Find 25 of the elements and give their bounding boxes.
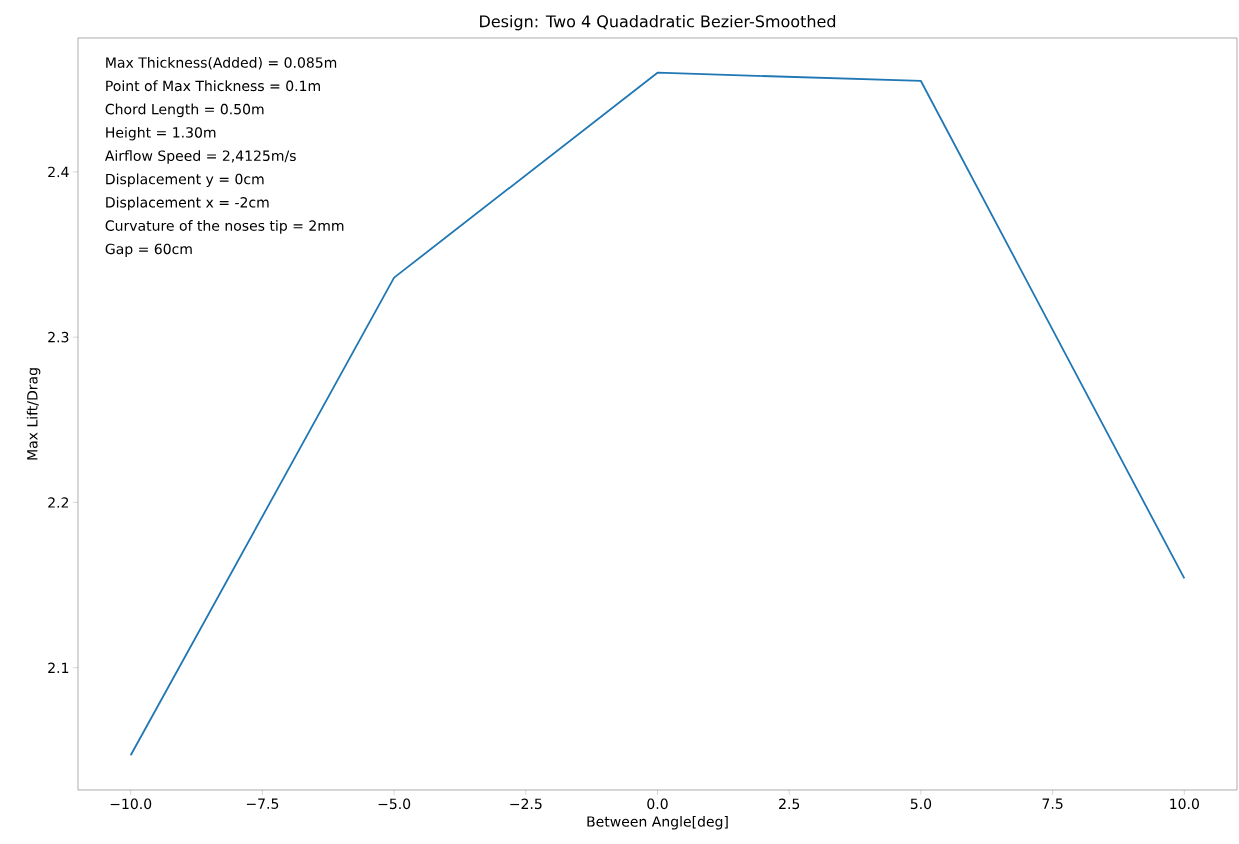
y-axis-title: Max Lift/Drag (26, 368, 41, 460)
annotation: Gap = 60cm (105, 243, 192, 257)
annotation: Airflow Speed = 2,4125m/s (104, 150, 296, 164)
x-axis-title: Between Angle[deg] (587, 815, 728, 830)
x-tick-label: 7.5 (1042, 798, 1063, 809)
annotation: Displacement x = -2cm (106, 196, 269, 211)
x-tick-label: 0.0 (647, 798, 668, 810)
x-tick-label: 2.5 (779, 798, 800, 810)
annotation: Height = 1.30m (106, 126, 216, 141)
annotation: Displacement y = 0cm (106, 173, 264, 188)
y-tick-label: 2.4 (48, 166, 69, 178)
y-tick-label: 2.3 (48, 331, 69, 343)
chart-title: Design: Two 4 Quadadratic Bezier-Smoothed (480, 14, 836, 31)
annotation: Max Thickness(Added) = 0.085m (106, 57, 337, 70)
x-tick-label: −5.0 (378, 798, 411, 810)
x-tick-label: −2.5 (510, 798, 542, 810)
y-tick-label: 2.2 (48, 497, 69, 508)
annotation: Curvature of the noses tip = 2mm (105, 220, 344, 234)
annotation: Point of Max Thickness = 0.1m (106, 80, 320, 92)
annotation: Chord Length = 0.50m (105, 103, 264, 118)
x-tick-label: −10.0 (110, 798, 152, 810)
x-tick-label: 5.0 (910, 798, 932, 810)
x-tick-label: −7.5 (246, 798, 279, 809)
x-tick-label: 10.0 (1170, 798, 1199, 810)
y-tick-label: 2.1 (48, 662, 69, 673)
